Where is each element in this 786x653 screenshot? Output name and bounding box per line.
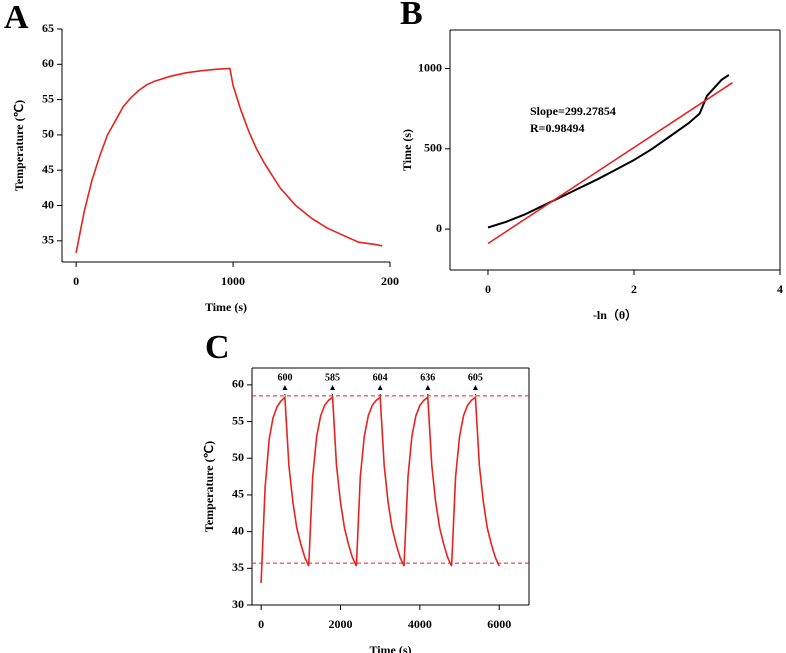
x-tick-label: 0 — [258, 617, 264, 631]
y-tick-label: 1000 — [418, 60, 442, 74]
x-axis-title: Time (s) — [205, 300, 247, 314]
y-tick-label: 50 — [42, 127, 54, 141]
y-tick-label: 40 — [232, 523, 244, 537]
x-tick-label: 200 — [381, 274, 399, 288]
data-line — [487, 82, 733, 245]
y-tick-label: 55 — [42, 91, 54, 105]
panel-label: B — [400, 0, 423, 32]
y-axis-title: Time (s) — [400, 129, 414, 171]
y-tick-label: 50 — [232, 450, 244, 464]
arrow-head — [377, 385, 383, 390]
y-tick-label: 35 — [232, 560, 244, 574]
y-tick-label: 500 — [424, 141, 442, 155]
peak-label: 600 — [277, 372, 292, 383]
y-tick-label: 45 — [42, 162, 54, 176]
x-axis-title: Time (s) — [369, 643, 411, 653]
x-tick-label: 2 — [631, 282, 637, 296]
peak-label: 585 — [325, 372, 340, 383]
data-line — [487, 74, 730, 229]
annotation: Slope=299.27854 — [530, 104, 616, 118]
arrow-head — [282, 385, 288, 390]
x-tick-label: 4000 — [408, 617, 432, 631]
y-tick-label: 40 — [42, 197, 54, 211]
arrow-head — [425, 385, 431, 390]
x-tick-label: 4 — [777, 282, 783, 296]
annotation: R=0.98494 — [530, 121, 585, 135]
peak-label: 604 — [373, 372, 388, 383]
y-tick-label: 0 — [436, 221, 442, 235]
y-tick-label: 35 — [42, 233, 54, 247]
arrow-head — [472, 385, 478, 390]
y-tick-label: 65 — [42, 21, 54, 35]
y-tick-label: 60 — [232, 377, 244, 391]
x-tick-label: 2000 — [328, 617, 352, 631]
y-tick-label: 55 — [232, 413, 244, 427]
x-axis-title: -ln（θ） — [593, 307, 637, 322]
peak-label: 636 — [420, 372, 435, 383]
peak-label: 605 — [468, 372, 483, 383]
x-tick-label: 0 — [73, 274, 79, 288]
y-axis-title: Temperature (℃) — [202, 441, 216, 532]
data-line — [260, 395, 500, 584]
x-tick-label: 1000 — [221, 274, 245, 288]
y-axis-title: Temperature (℃) — [12, 100, 26, 191]
data-line — [75, 67, 383, 253]
panel-label: C — [205, 329, 230, 366]
x-tick-label: 6000 — [487, 617, 511, 631]
x-tick-label: 0 — [485, 282, 491, 296]
panel-label: A — [4, 0, 29, 36]
arrow-head — [330, 385, 336, 390]
y-tick-label: 30 — [232, 597, 244, 611]
y-tick-label: 45 — [232, 487, 244, 501]
y-tick-label: 60 — [42, 56, 54, 70]
